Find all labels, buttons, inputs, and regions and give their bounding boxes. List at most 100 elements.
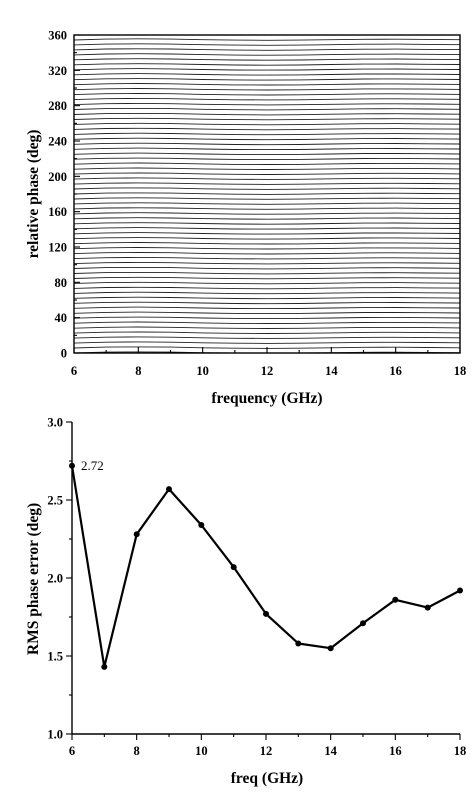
rms-y-tick-label: 3.0 (47, 416, 63, 430)
phase-series-line-9 (73, 306, 461, 310)
phase-lines (73, 38, 461, 354)
phase-series-line-50 (73, 102, 461, 106)
phase-series-line-22 (73, 242, 461, 245)
phase-chart-ticks: 6 8 10 12 14 16 18 0 40 80 120 160 200 240 280 320 360 (48, 29, 466, 379)
phase-y-tick-label: 120 (48, 241, 67, 255)
phase-series-line-51 (73, 97, 461, 101)
phase-series-line-5 (73, 326, 461, 329)
phase-series-line-13 (73, 286, 461, 290)
phase-series-line-37 (73, 167, 461, 170)
phase-series-line-8 (73, 311, 461, 315)
phase-series-line-45 (73, 127, 461, 131)
phase-series-line-29 (73, 207, 461, 210)
phase-series-line-31 (73, 197, 461, 200)
rms-y-tick-label: 2.0 (47, 572, 63, 586)
phase-series-line-20 (73, 252, 461, 255)
phase-series-line-17 (73, 266, 461, 270)
phase-series-line-63 (73, 38, 461, 41)
phase-series-line-52 (73, 93, 461, 96)
phase-chart-ylabel: relative phase (deg) (25, 130, 42, 259)
phase-series-line-24 (73, 232, 461, 235)
rms-series-line (70, 465, 461, 669)
phase-series-line-11 (73, 296, 461, 300)
phase-series-line-32 (73, 192, 461, 195)
phase-series-line-62 (73, 43, 461, 46)
phase-series-line-42 (73, 142, 461, 146)
phase-y-tick-label: 80 (55, 276, 68, 290)
phase-y-tick-label: 200 (48, 170, 67, 184)
rms-data-point (230, 564, 237, 571)
rms-data-point (295, 640, 302, 647)
phase-y-tick-label: 0 (61, 347, 67, 361)
phase-series-line-57 (73, 68, 461, 71)
phase-series-line-27 (73, 217, 461, 220)
phase-x-tick-label: 16 (389, 364, 402, 378)
phase-series-line-19 (73, 256, 461, 260)
phase-series-line-48 (73, 112, 461, 116)
phase-series-line-23 (73, 237, 461, 240)
phase-chart: 6 8 10 12 14 16 18 0 40 80 120 160 200 240 280 320 360 f… (25, 29, 466, 408)
phase-x-tick-label: 12 (261, 364, 274, 378)
rms-chart-ticks: 6 8 10 12 14 16 18 1.0 1.5 2.0 2.5 3.0 (47, 416, 466, 759)
phase-x-tick-label: 8 (135, 364, 141, 378)
rms-x-tick-label: 18 (454, 744, 467, 758)
rms-x-tick-label: 16 (389, 744, 402, 758)
rms-data-point (263, 610, 269, 617)
rms-series-points (69, 462, 463, 670)
rms-y-tick-label: 2.5 (47, 494, 63, 508)
rms-y-tick-label: 1.0 (47, 728, 63, 742)
rms-data-point (360, 620, 366, 627)
phase-series-line-59 (73, 58, 461, 61)
rms-data-point (424, 604, 431, 611)
phase-series-line-6 (73, 321, 461, 324)
rms-data-point (166, 486, 172, 493)
phase-series-line-55 (73, 78, 461, 81)
phase-series-line-60 (73, 53, 461, 56)
rms-data-point (392, 596, 399, 603)
phase-y-tick-label: 40 (55, 311, 68, 325)
phase-series-line-47 (73, 117, 461, 121)
rms-chart-ylabel: RMS phase error (deg) (25, 503, 42, 655)
phase-series-line-25 (73, 227, 461, 230)
phase-series-line-35 (73, 177, 461, 180)
phase-series-line-14 (73, 281, 461, 285)
phase-series-line-18 (73, 261, 461, 265)
phase-series-line-16 (73, 271, 461, 275)
phase-series-line-36 (73, 172, 461, 175)
phase-series-line-10 (73, 301, 461, 305)
phase-series-line-2 (73, 341, 461, 344)
phase-series-line-12 (73, 291, 461, 295)
phase-y-tick-label: 280 (48, 99, 67, 113)
phase-series-line-33 (73, 187, 461, 190)
phase-series-line-28 (73, 212, 461, 215)
rms-chart-xlabel: freq (GHz) (231, 770, 303, 787)
rms-x-tick-label: 6 (69, 744, 75, 758)
rms-data-point (101, 663, 108, 670)
phase-x-tick-label: 14 (325, 364, 338, 378)
rms-data-point (133, 531, 140, 538)
phase-series-line-40 (73, 152, 461, 156)
rms-x-tick-label: 10 (195, 744, 208, 758)
phase-y-tick-label: 160 (48, 205, 67, 219)
phase-series-line-38 (73, 162, 461, 165)
rms-data-point (457, 587, 463, 594)
phase-series-line-46 (73, 122, 461, 126)
phase-series-line-39 (73, 157, 461, 161)
phase-series-line-4 (73, 331, 461, 334)
rms-x-tick-label: 8 (134, 744, 140, 758)
phase-chart-xlabel: frequency (GHz) (211, 390, 322, 407)
rms-chart: 6 8 10 12 14 16 18 1.0 1.5 2.0 2.5 3.0 2.72 freq (G… (25, 416, 466, 788)
phase-x-tick-label: 10 (196, 364, 209, 378)
phase-series-line-56 (73, 73, 461, 76)
rms-x-tick-label: 12 (260, 744, 273, 758)
phase-series-line-30 (73, 202, 461, 205)
phase-series-line-21 (73, 247, 461, 250)
phase-x-tick-label: 18 (454, 364, 467, 378)
phase-series-line-53 (73, 88, 461, 91)
rms-data-point (69, 462, 75, 469)
phase-series-line-43 (73, 137, 461, 141)
rms-data-point (327, 645, 334, 652)
phase-series-line-7 (73, 316, 461, 320)
phase-x-tick-label: 6 (71, 364, 77, 378)
